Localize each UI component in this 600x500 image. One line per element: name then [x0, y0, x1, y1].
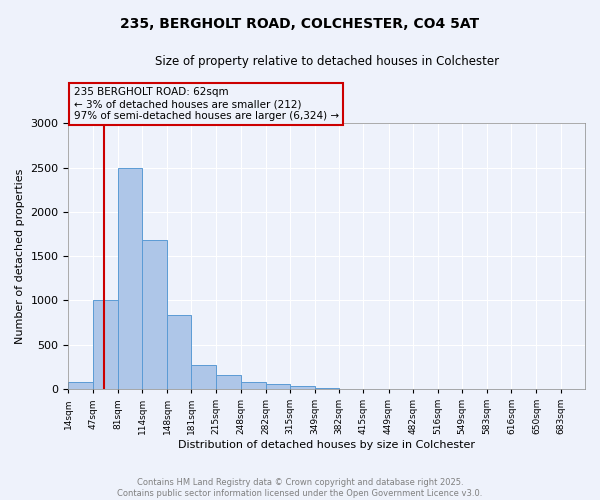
Bar [241, 382, 266, 389]
Bar [167, 314, 191, 389]
Bar [266, 384, 290, 389]
Title: Size of property relative to detached houses in Colchester: Size of property relative to detached ho… [155, 55, 499, 68]
Y-axis label: Number of detached properties: Number of detached properties [15, 168, 25, 344]
Bar [191, 365, 217, 389]
Text: Contains HM Land Registry data © Crown copyright and database right 2025.
Contai: Contains HM Land Registry data © Crown c… [118, 478, 482, 498]
Bar [217, 376, 241, 389]
Bar [68, 382, 92, 389]
Bar [118, 168, 142, 389]
Bar [92, 300, 118, 389]
X-axis label: Distribution of detached houses by size in Colchester: Distribution of detached houses by size … [178, 440, 475, 450]
Bar [315, 388, 339, 389]
Bar [142, 240, 167, 389]
Text: 235, BERGHOLT ROAD, COLCHESTER, CO4 5AT: 235, BERGHOLT ROAD, COLCHESTER, CO4 5AT [121, 18, 479, 32]
Bar [290, 386, 315, 389]
Text: 235 BERGHOLT ROAD: 62sqm
← 3% of detached houses are smaller (212)
97% of semi-d: 235 BERGHOLT ROAD: 62sqm ← 3% of detache… [74, 88, 338, 120]
